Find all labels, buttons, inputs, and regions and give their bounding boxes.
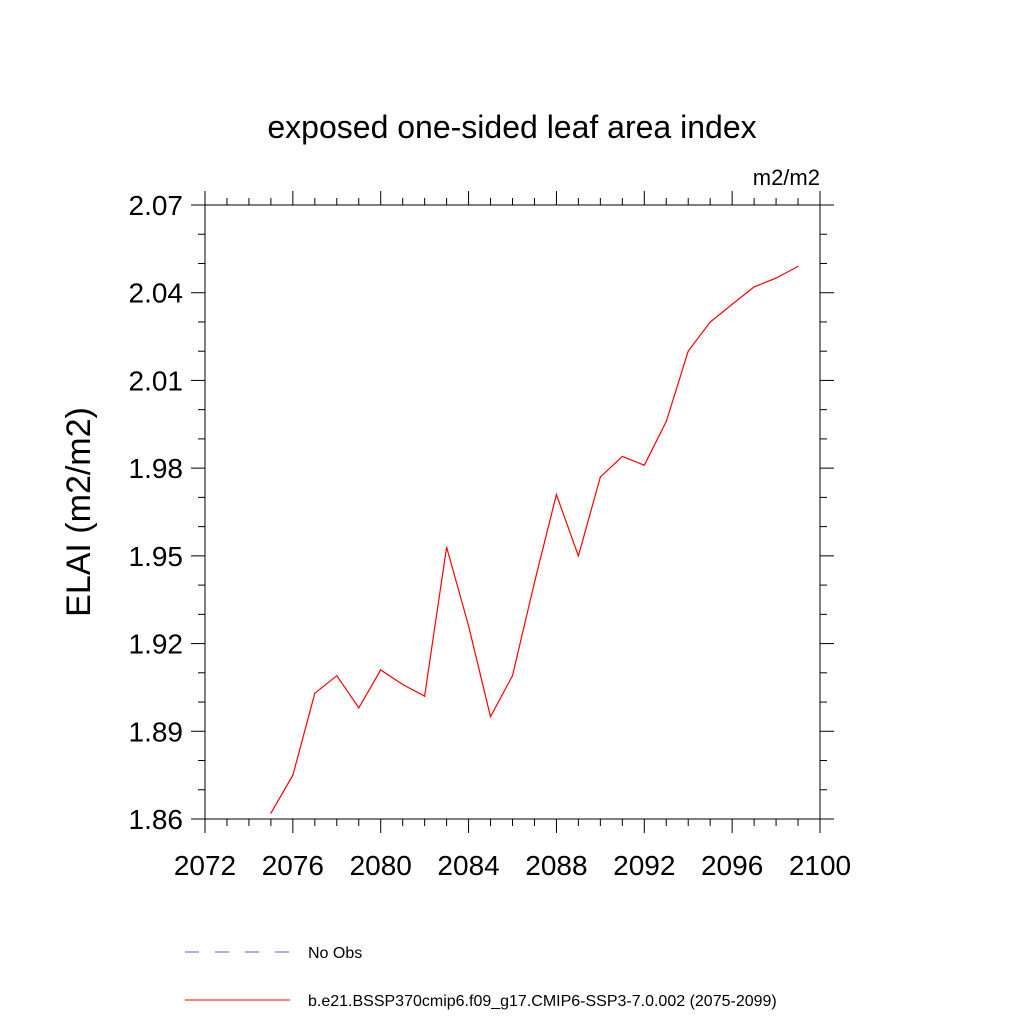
data-point	[446, 546, 448, 548]
axis-ticks	[191, 191, 834, 833]
units-label: m2/m2	[753, 165, 820, 190]
data-point	[555, 493, 558, 496]
data-point	[402, 683, 404, 686]
x-tick-label: 2084	[437, 850, 499, 881]
data-point	[511, 675, 514, 677]
data-point	[709, 321, 711, 323]
chart-title: exposed one-sided leaf area index	[267, 109, 756, 145]
x-tick-label: 2072	[174, 850, 236, 881]
data-point	[489, 716, 492, 718]
y-tick-label: 1.89	[129, 716, 184, 747]
y-tick-label: 1.95	[129, 541, 184, 572]
y-tick-label: 2.01	[129, 365, 184, 396]
data-series	[270, 265, 799, 814]
data-point	[314, 692, 316, 694]
axis-tick-labels: 2072 2076 2080 2084 2088 2092 2096 2100 1.86 1.89…	[129, 190, 852, 881]
data-point	[533, 581, 536, 583]
y-tick-label: 2.04	[129, 278, 184, 309]
y-tick-label: 1.92	[129, 629, 184, 660]
plot-frame	[204, 204, 821, 820]
data-point	[775, 277, 777, 279]
x-tick-label: 2092	[613, 850, 675, 881]
data-point	[797, 265, 799, 267]
x-tick-label: 2080	[350, 850, 412, 881]
data-point	[643, 464, 645, 466]
data-point	[753, 286, 755, 288]
x-tick-label: 2100	[789, 850, 851, 881]
data-point	[336, 675, 338, 677]
data-point	[424, 695, 426, 697]
y-tick-label: 2.07	[129, 190, 184, 221]
y-axis-label: ELAI (m2/m2)	[60, 407, 98, 617]
data-point	[292, 774, 294, 776]
legend-label: b.e21.BSSP370cmip6.f09_g17.CMIP6-SSP3-7.…	[308, 993, 777, 1010]
x-tick-label: 2076	[262, 850, 324, 881]
data-point	[687, 350, 689, 352]
legend-label: No Obs	[308, 945, 362, 962]
data-point	[380, 669, 382, 671]
data-point	[665, 420, 667, 422]
data-point	[731, 303, 733, 306]
data-point	[467, 625, 470, 627]
data-point	[621, 455, 623, 458]
series-line	[270, 265, 799, 814]
legend: No Obs b.e21.BSSP370cmip6.f09_g17.CMIP6-S…	[185, 945, 777, 1010]
data-point	[270, 812, 272, 814]
data-point	[599, 476, 601, 478]
x-tick-label: 2088	[525, 850, 587, 881]
y-tick-label: 1.86	[129, 804, 184, 835]
data-point	[358, 707, 360, 709]
y-tick-label: 1.98	[129, 453, 184, 484]
x-tick-label: 2096	[701, 850, 763, 881]
data-point	[577, 555, 579, 557]
